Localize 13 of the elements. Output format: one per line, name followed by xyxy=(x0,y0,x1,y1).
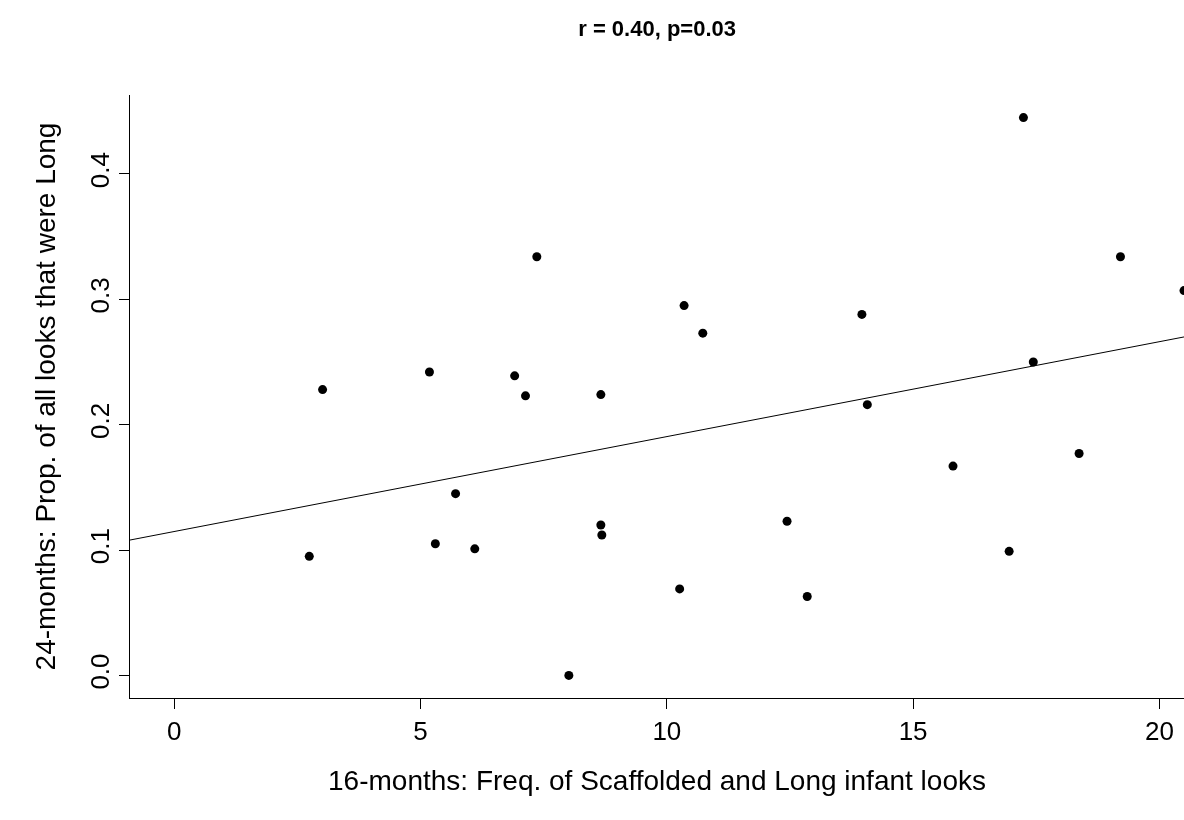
y-tick-label: 0.0 xyxy=(84,653,115,690)
y-tick-label: 0.4 xyxy=(84,152,115,189)
x-axis-title: 16-months: Freq. of Scaffolded and Long infant looks xyxy=(328,765,986,797)
chart-title: r = 0.40, p=0.03 xyxy=(578,15,737,41)
x-tick-label: 20 xyxy=(1144,716,1174,747)
y-tick-label: 0.2 xyxy=(84,402,115,439)
x-tick-label: 0 xyxy=(167,716,182,747)
x-tick-label: 5 xyxy=(413,716,428,747)
x-tick-label: 15 xyxy=(898,716,928,747)
y-tick-label: 0.3 xyxy=(84,277,115,314)
y-tick-label: 0.1 xyxy=(84,528,115,565)
x-tick-label: 10 xyxy=(652,716,682,747)
y-axis-title: 24-months: Prop. of all looks that were Long xyxy=(30,122,62,671)
